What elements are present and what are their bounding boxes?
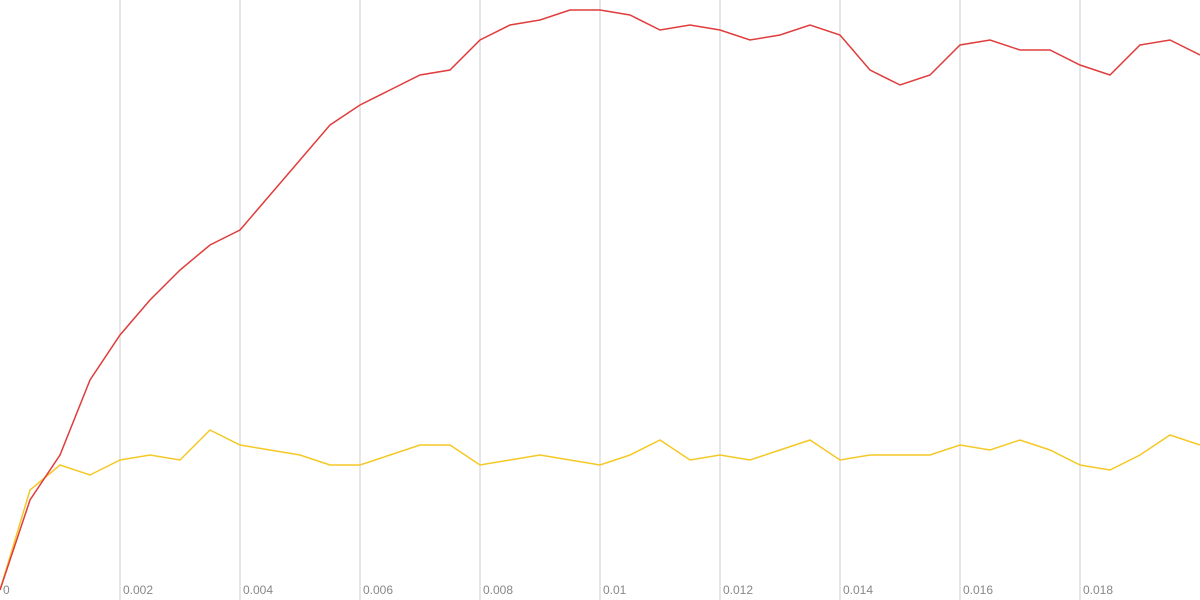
x-tick-label: 0.002 [123, 583, 153, 597]
x-tick-label: 0.008 [483, 583, 513, 597]
x-tick-label: 0 [3, 583, 10, 597]
data-line [0, 429, 1200, 591]
x-tick-label: 0.014 [843, 583, 873, 597]
x-tick-label: 0.012 [723, 583, 753, 597]
x-tick-label: 0.01 [603, 583, 627, 597]
x-tick-label: 0.018 [1083, 583, 1113, 597]
x-tick-label: 0.004 [243, 583, 273, 597]
x-tick-label: 0.006 [363, 583, 393, 597]
data-line [0, 9, 1200, 591]
x-tick-label: 0.016 [963, 583, 993, 597]
